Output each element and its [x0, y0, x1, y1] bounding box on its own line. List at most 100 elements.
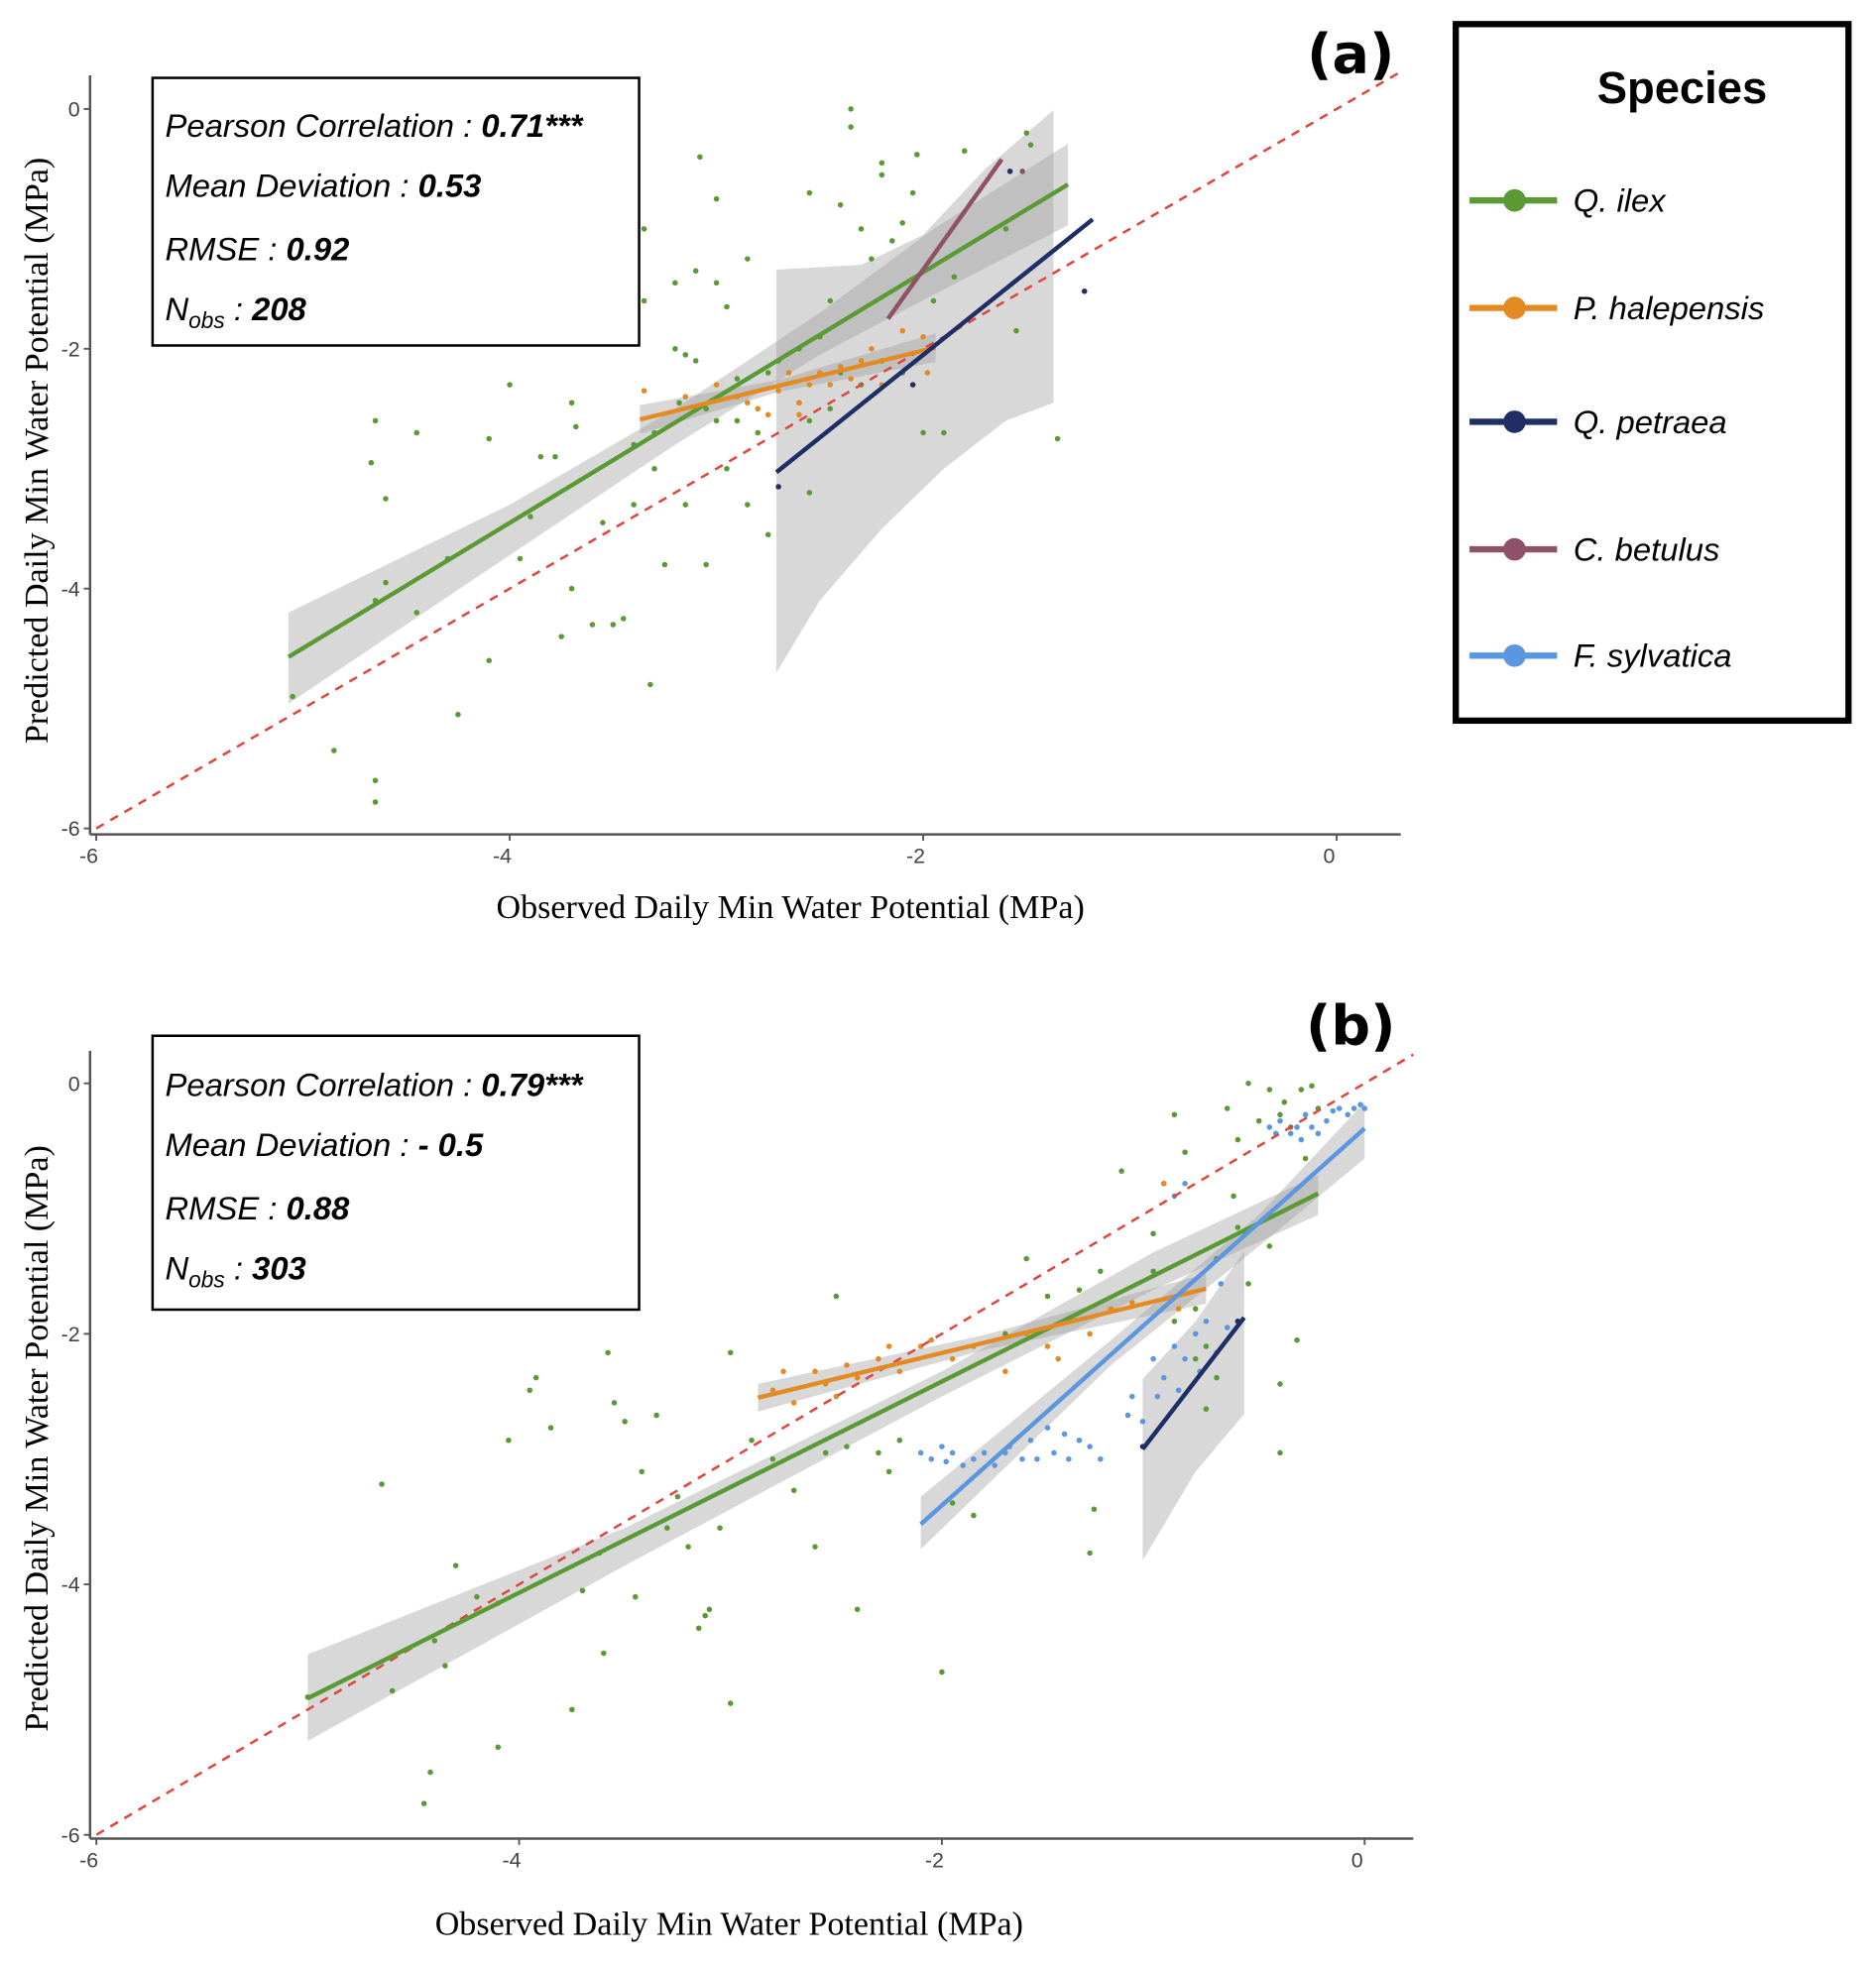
data-point-p-halepensis	[1087, 1330, 1093, 1337]
legend-label: C. betulus	[1574, 530, 1720, 567]
data-point-q-ilex	[724, 465, 730, 472]
data-point-q-ilex	[372, 777, 379, 784]
data-point-q-ilex	[727, 1700, 734, 1706]
data-point-f-sylvatica	[1182, 1355, 1188, 1362]
data-point-f-sylvatica	[981, 1449, 988, 1456]
regression-line-q-ilex	[287, 182, 1070, 659]
data-point-f-sylvatica	[1124, 1412, 1131, 1419]
data-point-q-ilex	[506, 1437, 512, 1444]
data-point-q-ilex	[806, 490, 813, 496]
data-point-q-ilex	[573, 423, 579, 430]
data-point-p-halepensis	[745, 400, 751, 406]
legend-label: Q. ilex	[1574, 182, 1668, 219]
regression-line-q-petraea	[1140, 1316, 1246, 1450]
data-point-q-ilex	[1245, 1080, 1251, 1087]
panel-a-x-axis-label: Observed Daily Min Water Potential (MPa)	[497, 889, 1085, 926]
data-point-p-halepensis	[869, 346, 875, 352]
data-point-q-ilex	[389, 1687, 396, 1694]
data-point-q-ilex	[713, 280, 720, 287]
data-point-f-sylvatica	[1302, 1111, 1309, 1118]
data-point-q-ilex	[672, 280, 678, 287]
data-point-p-halepensis	[796, 411, 802, 418]
legend-label: P. halepensis	[1574, 289, 1765, 326]
data-point-f-sylvatica	[1287, 1130, 1294, 1137]
data-point-q-ilex	[695, 1625, 702, 1632]
regression-line-q-petraea	[774, 217, 1095, 475]
data-point-q-ilex	[961, 148, 968, 155]
data-point-f-sylvatica	[1350, 1105, 1357, 1111]
stat-rmse: RMSE : 0.92	[165, 231, 349, 268]
data-point-p-halepensis	[1002, 1368, 1008, 1375]
data-point-q-ilex	[734, 376, 741, 382]
data-point-q-ilex	[517, 555, 524, 562]
data-point-q-ilex	[930, 297, 937, 304]
data-point-f-sylvatica	[1098, 1455, 1104, 1462]
data-point-f-sylvatica	[1027, 1437, 1034, 1444]
data-point-q-ilex	[600, 520, 606, 525]
data-point-p-halepensis	[896, 1368, 903, 1375]
data-point-q-ilex	[383, 496, 389, 502]
data-point-q-ilex	[611, 1400, 618, 1406]
data-point-q-ilex	[844, 1444, 850, 1449]
data-point-q-ilex	[949, 1500, 956, 1506]
stat-rmse: RMSE : 0.88	[165, 1190, 350, 1226]
data-point-q-ilex	[1171, 1318, 1178, 1325]
stat-pearson: Pearson Correlation : 0.79***	[165, 1066, 584, 1102]
data-point-q-ilex	[837, 201, 844, 208]
data-point-q-ilex	[827, 405, 834, 412]
data-point-q-ilex	[1091, 1506, 1098, 1513]
data-point-q-ilex	[1245, 1281, 1251, 1287]
data-point-q-ilex	[431, 1638, 438, 1644]
confidence-ribbon-q-ilex	[288, 143, 1069, 704]
x-tick-label: -6	[79, 1849, 98, 1873]
data-point-q-ilex	[568, 585, 575, 592]
data-point-p-halepensis	[785, 370, 792, 376]
data-point-q-ilex	[682, 502, 689, 508]
data-point-f-sylvatica	[1203, 1318, 1210, 1325]
data-point-q-ilex	[290, 693, 295, 700]
data-point-f-sylvatica	[960, 1462, 967, 1468]
data-point-p-halepensis	[812, 1368, 818, 1375]
data-point-q-ilex	[452, 1562, 459, 1568]
data-point-q-ilex	[1203, 1406, 1210, 1412]
identity-line	[95, 1053, 1414, 1836]
data-point-f-sylvatica	[1192, 1330, 1199, 1337]
y-tick-label: 0	[68, 97, 80, 121]
data-point-f-sylvatica	[1361, 1105, 1368, 1111]
x-tick-label: -2	[906, 845, 925, 868]
data-point-q-ilex	[368, 459, 375, 466]
data-point-f-sylvatica	[1315, 1130, 1322, 1137]
data-point-q-ilex	[692, 268, 699, 274]
data-point-q-ilex	[764, 531, 771, 538]
data-point-q-ilex	[1027, 142, 1034, 148]
data-point-f-sylvatica	[1298, 1136, 1305, 1143]
regression-line-c-betulus	[885, 158, 1004, 320]
data-point-q-ilex	[674, 1493, 681, 1500]
legend-item-f-sylvatica: F. sylvatica	[1469, 637, 1731, 674]
data-point-q-ilex	[827, 297, 834, 304]
data-point-f-sylvatica	[1218, 1281, 1225, 1287]
panel-b: -6 -4 -2 0 0 -2 -4 -6 Observed Daily Min Water …	[19, 994, 1414, 1943]
y-tick-label: -4	[61, 577, 80, 601]
data-point-q-ilex	[854, 1606, 861, 1613]
data-point-p-halepensis	[876, 1355, 881, 1362]
legend-label: Q. petraea	[1574, 404, 1727, 440]
panel-a-plot: -6 -4 -2 0 0 -2 -4 -6	[61, 70, 1402, 868]
data-point-q-ilex	[552, 453, 558, 460]
data-point-q-ilex	[876, 1449, 881, 1456]
data-point-p-halepensis	[780, 1368, 786, 1375]
panel-a-label: (a)	[1307, 23, 1394, 87]
data-point-q-ilex	[1277, 1449, 1283, 1456]
regression-line-f-sylvatica	[919, 1126, 1366, 1527]
data-point-c-betulus	[1019, 169, 1025, 174]
data-point-q-ilex	[1266, 1087, 1273, 1093]
legend-title: Species	[1597, 62, 1768, 113]
data-point-q-ilex	[1266, 1243, 1273, 1249]
data-point-q-ilex	[569, 1706, 575, 1713]
data-point-q-ilex	[372, 799, 379, 805]
panel-b-y-axis-label: Predicted Daily Min Water Potential (MPa…	[19, 1145, 56, 1731]
data-point-f-sylvatica	[1336, 1105, 1343, 1111]
data-point-q-ilex	[899, 220, 905, 226]
